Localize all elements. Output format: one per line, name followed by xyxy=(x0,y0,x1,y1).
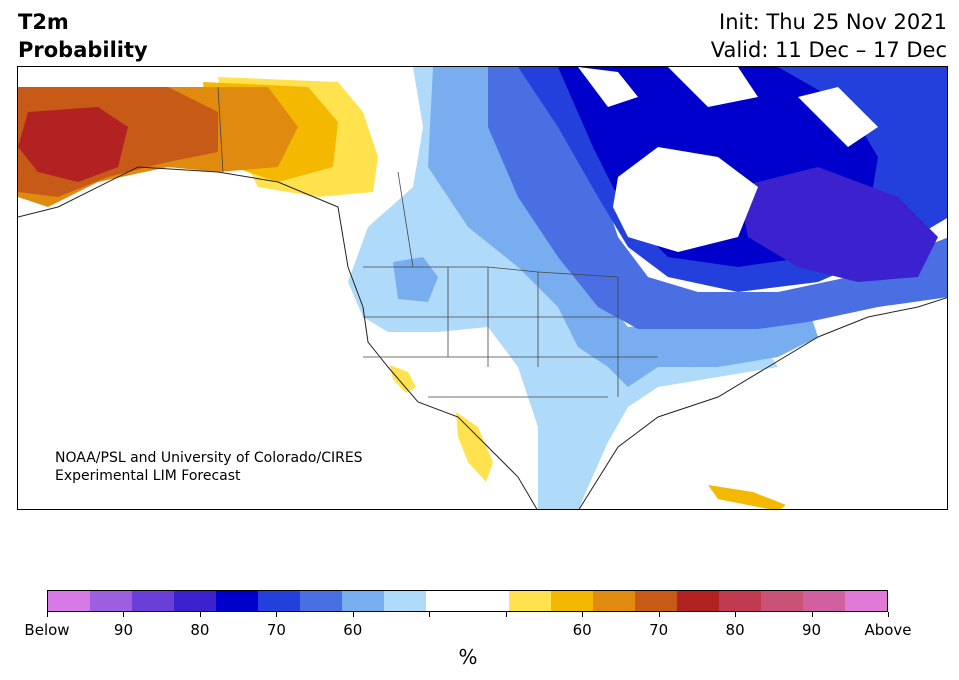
colorbar-tick xyxy=(811,612,813,617)
region-cold-70-80 xyxy=(488,67,947,329)
credit-line-2: Experimental LIM Forecast xyxy=(55,468,241,484)
coastline-outline xyxy=(18,166,947,509)
colorbar-segment xyxy=(425,591,468,611)
region-warm-cuba xyxy=(708,485,786,509)
colorbar-segment xyxy=(173,591,216,611)
colorbar-tick-label: 80 xyxy=(190,621,210,639)
colorbar-segment xyxy=(551,591,594,611)
colorbar-segment xyxy=(48,591,90,611)
valid-date: Valid: 11 Dec – 17 Dec xyxy=(710,38,947,62)
colorbar-tick xyxy=(658,612,660,617)
colorbar-segment xyxy=(341,591,384,611)
colorbar-tick-label: Above xyxy=(864,621,912,639)
title-subtitle: Probability xyxy=(18,38,148,62)
region-warm-baja xyxy=(390,365,416,393)
colorbar-tick-label: 70 xyxy=(266,621,286,639)
colorbar-tick xyxy=(505,612,507,617)
title-variable: T2m xyxy=(18,10,69,34)
colorbar-tick-label: 70 xyxy=(649,621,669,639)
colorbar-tick xyxy=(47,612,48,617)
colorbar-segment xyxy=(215,591,258,611)
chart-title: T2m Probability xyxy=(18,8,148,64)
colorbar-tick xyxy=(429,612,431,617)
region-warm-above xyxy=(18,107,128,182)
hudson-bay xyxy=(613,147,758,252)
colorbar-tick xyxy=(123,612,125,617)
colorbar-tick xyxy=(276,612,278,617)
colorbar-tick-label: 90 xyxy=(113,621,133,639)
colorbar-tick xyxy=(199,612,201,617)
colorbar-tick xyxy=(582,612,584,617)
colorbar-segment xyxy=(131,591,174,611)
colorbar-segment xyxy=(89,591,132,611)
colorbar-segment xyxy=(803,591,846,611)
region-warm-mexico-west xyxy=(456,412,493,482)
colorbar-segment xyxy=(677,591,720,611)
colorbar-tick xyxy=(352,612,354,617)
colorbar-tick-label: 60 xyxy=(572,621,592,639)
colorbar xyxy=(47,590,888,612)
colorbar-tick-label: Below xyxy=(24,621,70,639)
region-cold-below xyxy=(738,167,938,282)
political-borders xyxy=(217,86,658,398)
region-cold-60-70-west xyxy=(393,257,438,302)
arctic-islands xyxy=(578,67,878,147)
colorbar-segment xyxy=(257,591,300,611)
forecast-dates: Init: Thu 25 Nov 2021 Valid: 11 Dec – 17… xyxy=(711,8,947,64)
init-date: Init: Thu 25 Nov 2021 xyxy=(719,10,947,34)
colorbar-segment xyxy=(761,591,804,611)
colorbar-segment xyxy=(383,591,426,611)
credit-text: NOAA/PSL and University of Colorado/CIRE… xyxy=(55,449,363,485)
colorbar-tick-label: 60 xyxy=(343,621,363,639)
colorbar-tick-label: 80 xyxy=(725,621,745,639)
colorbar-unit: % xyxy=(458,645,478,669)
colorbar-tick xyxy=(735,612,737,617)
credit-line-1: NOAA/PSL and University of Colorado/CIRE… xyxy=(55,450,363,466)
map-svg xyxy=(18,67,947,509)
colorbar-segment xyxy=(635,591,678,611)
colorbar-segment xyxy=(467,591,510,611)
colorbar-tick-label: 90 xyxy=(801,621,822,639)
colorbar-segment xyxy=(845,591,888,611)
colorbar-segment xyxy=(299,591,342,611)
colorbar-segment xyxy=(593,591,636,611)
colorbar-tick xyxy=(888,612,889,617)
colorbar-segment xyxy=(719,591,762,611)
probability-map xyxy=(17,66,948,510)
colorbar-segment xyxy=(509,591,552,611)
